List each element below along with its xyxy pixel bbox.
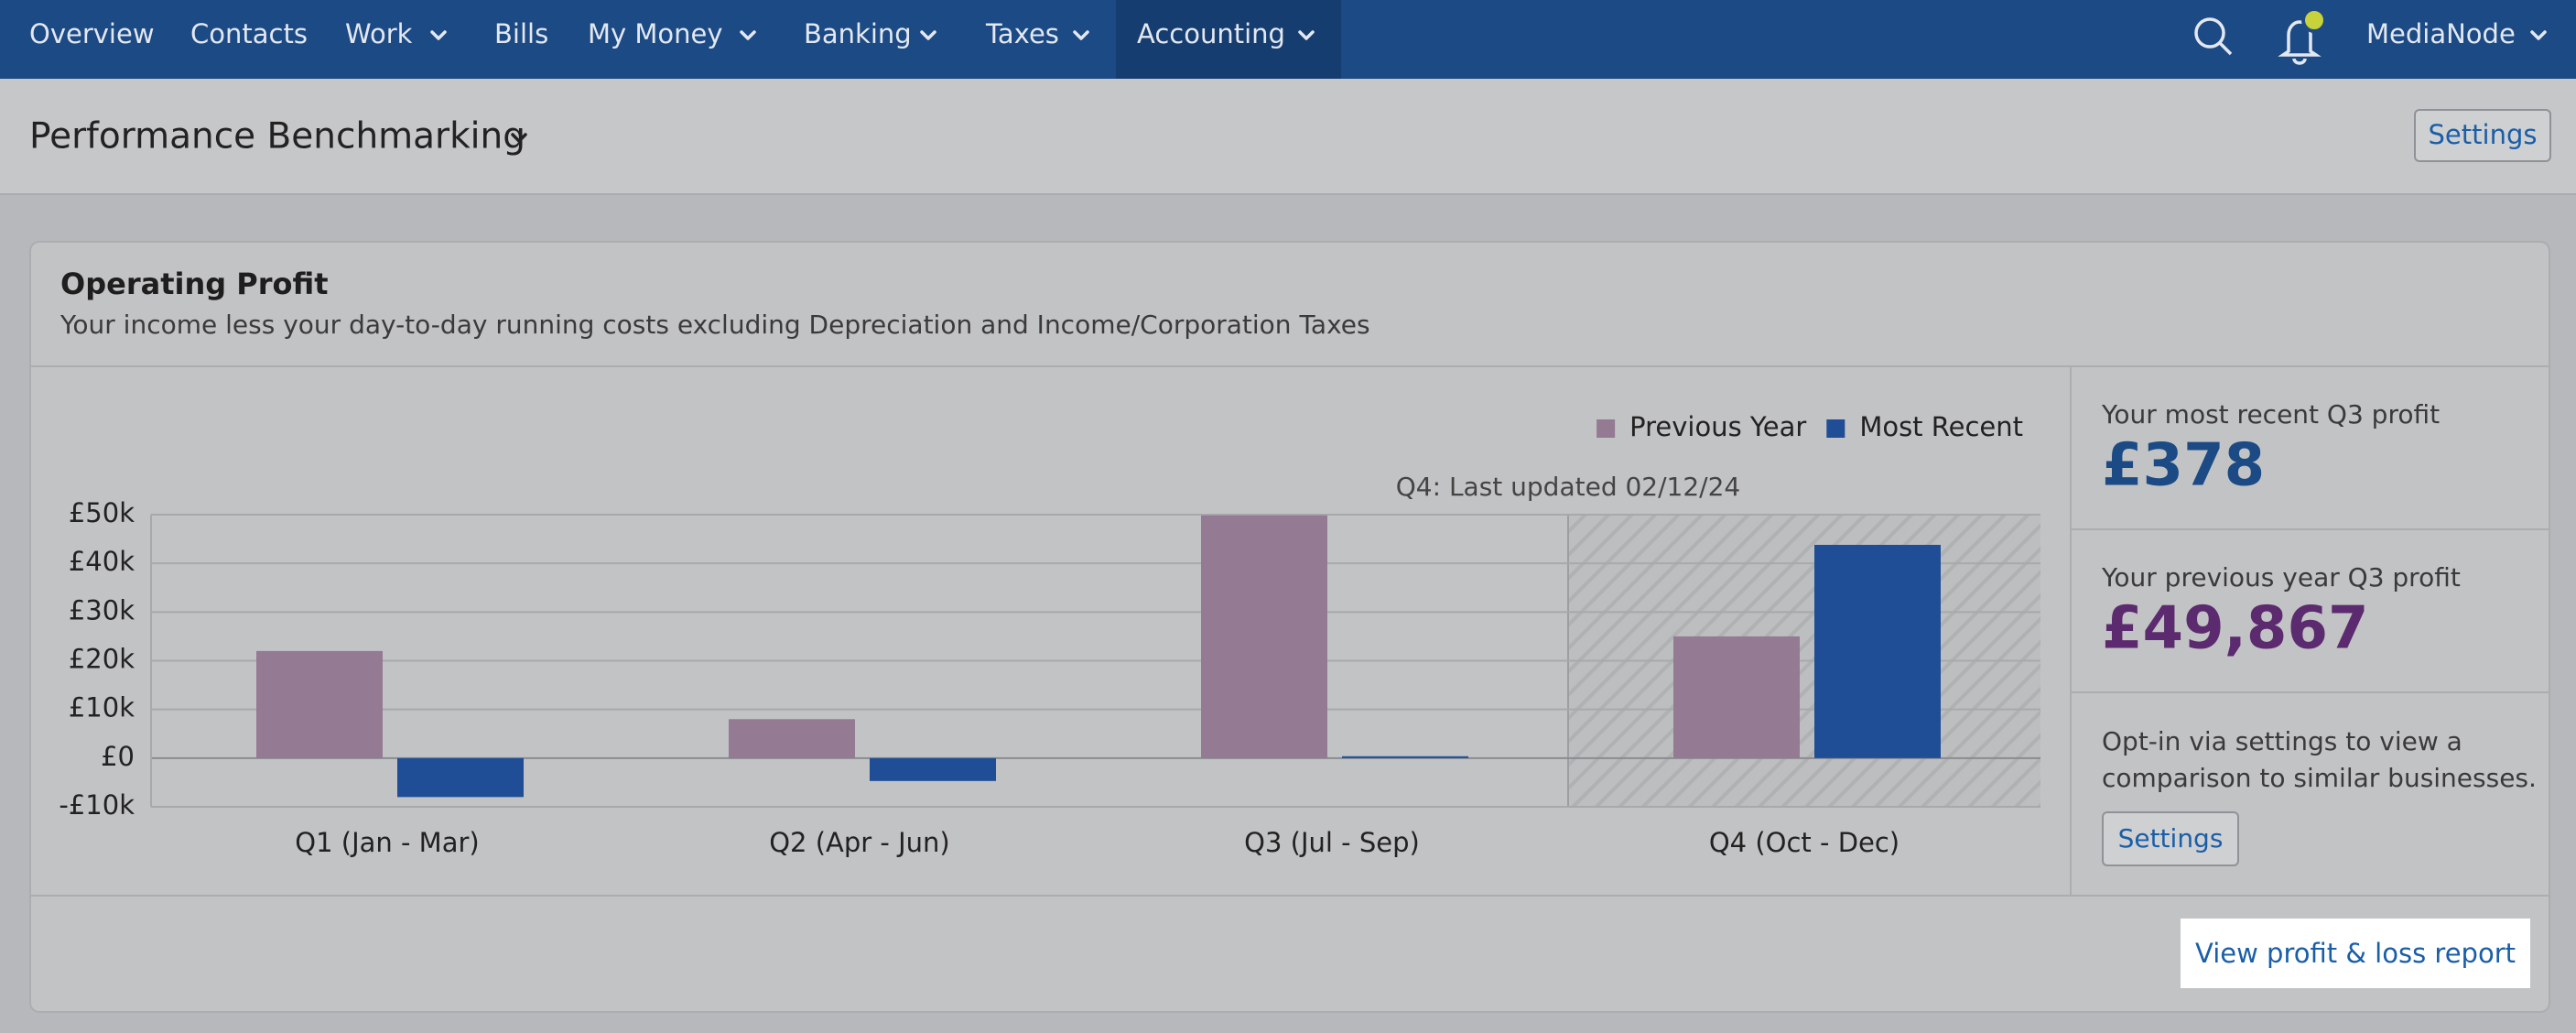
page-title[interactable]: Performance Benchmarking — [29, 116, 525, 158]
y-tick-label: £10k — [69, 692, 135, 723]
optin-text: Opt-in via settings to view a — [2102, 726, 2462, 756]
y-tick-label: £30k — [69, 594, 135, 625]
y-tick-label: £0 — [101, 741, 135, 772]
legend-label: Most Recent — [1859, 411, 2023, 442]
card-subtitle: Your income less your day-to-day running… — [60, 310, 1370, 340]
stat-value: £49,867 — [2102, 595, 2369, 663]
stat-label: Your previous year Q3 profit — [2101, 562, 2461, 593]
y-tick-label: £20k — [69, 644, 135, 675]
settings-button-label[interactable]: Settings — [2118, 823, 2224, 854]
user-menu[interactable]: MediaNode — [2366, 18, 2516, 49]
nav-item[interactable]: Accounting — [1137, 18, 1285, 49]
annotation: Q4: Last updated 02/12/24 — [1396, 472, 1741, 502]
bar — [256, 650, 383, 758]
search-icon[interactable] — [2194, 17, 2233, 56]
x-tick-label: Q3 (Jul - Sep) — [1244, 827, 1420, 858]
optin-text: comparison to similar businesses. — [2102, 763, 2537, 793]
y-tick-label: £40k — [69, 546, 135, 577]
stat-value: £378 — [2102, 432, 2265, 500]
legend-swatch — [1596, 419, 1616, 438]
nav-item[interactable]: Work — [345, 18, 413, 49]
page-header — [0, 79, 2576, 194]
nav-item[interactable]: My Money — [588, 18, 723, 49]
bell-icon[interactable] — [2278, 7, 2327, 65]
bar — [397, 757, 524, 798]
bar — [729, 719, 855, 758]
y-tick-label: £50k — [69, 497, 135, 528]
nav-chevrons — [430, 30, 2547, 40]
annotation-bg — [1385, 469, 1751, 509]
stat-label: Your most recent Q3 profit — [2101, 399, 2440, 430]
chart: -£10k £0 £10k £20k £30k £40k £50k Q1 (Jan - Mar… — [59, 411, 2040, 858]
report-link-box[interactable] — [2181, 919, 2530, 988]
x-tick-label: Q4 (Oct - Dec) — [1709, 827, 1900, 858]
legend-label: Previous Year — [1629, 411, 1806, 442]
nav-item[interactable]: Bills — [494, 18, 548, 49]
nav-item[interactable]: Overview — [29, 18, 155, 49]
x-tick-label: Q1 (Jan - Mar) — [295, 827, 479, 858]
bar — [1673, 636, 1800, 758]
nav-item[interactable]: Taxes — [985, 18, 1059, 49]
settings-button[interactable] — [2414, 109, 2551, 162]
bar — [1814, 544, 1941, 758]
legend-swatch — [1826, 419, 1845, 438]
x-tick-label: Q2 (Apr - Jun) — [769, 827, 950, 858]
settings-button[interactable] — [2102, 811, 2239, 866]
y-tick-label: -£10k — [59, 789, 135, 821]
report-link[interactable]: View profit & loss report — [2195, 938, 2516, 969]
nav-active — [1116, 0, 1341, 79]
bar — [1342, 756, 1468, 758]
bar — [870, 757, 996, 781]
nav-item[interactable]: Banking — [804, 18, 912, 49]
settings-button-label[interactable]: Settings — [2429, 119, 2538, 150]
bar — [1201, 515, 1327, 758]
title-chevron — [511, 133, 527, 143]
card-title: Operating Profit — [60, 266, 329, 301]
nav-item[interactable]: Contacts — [190, 18, 308, 49]
